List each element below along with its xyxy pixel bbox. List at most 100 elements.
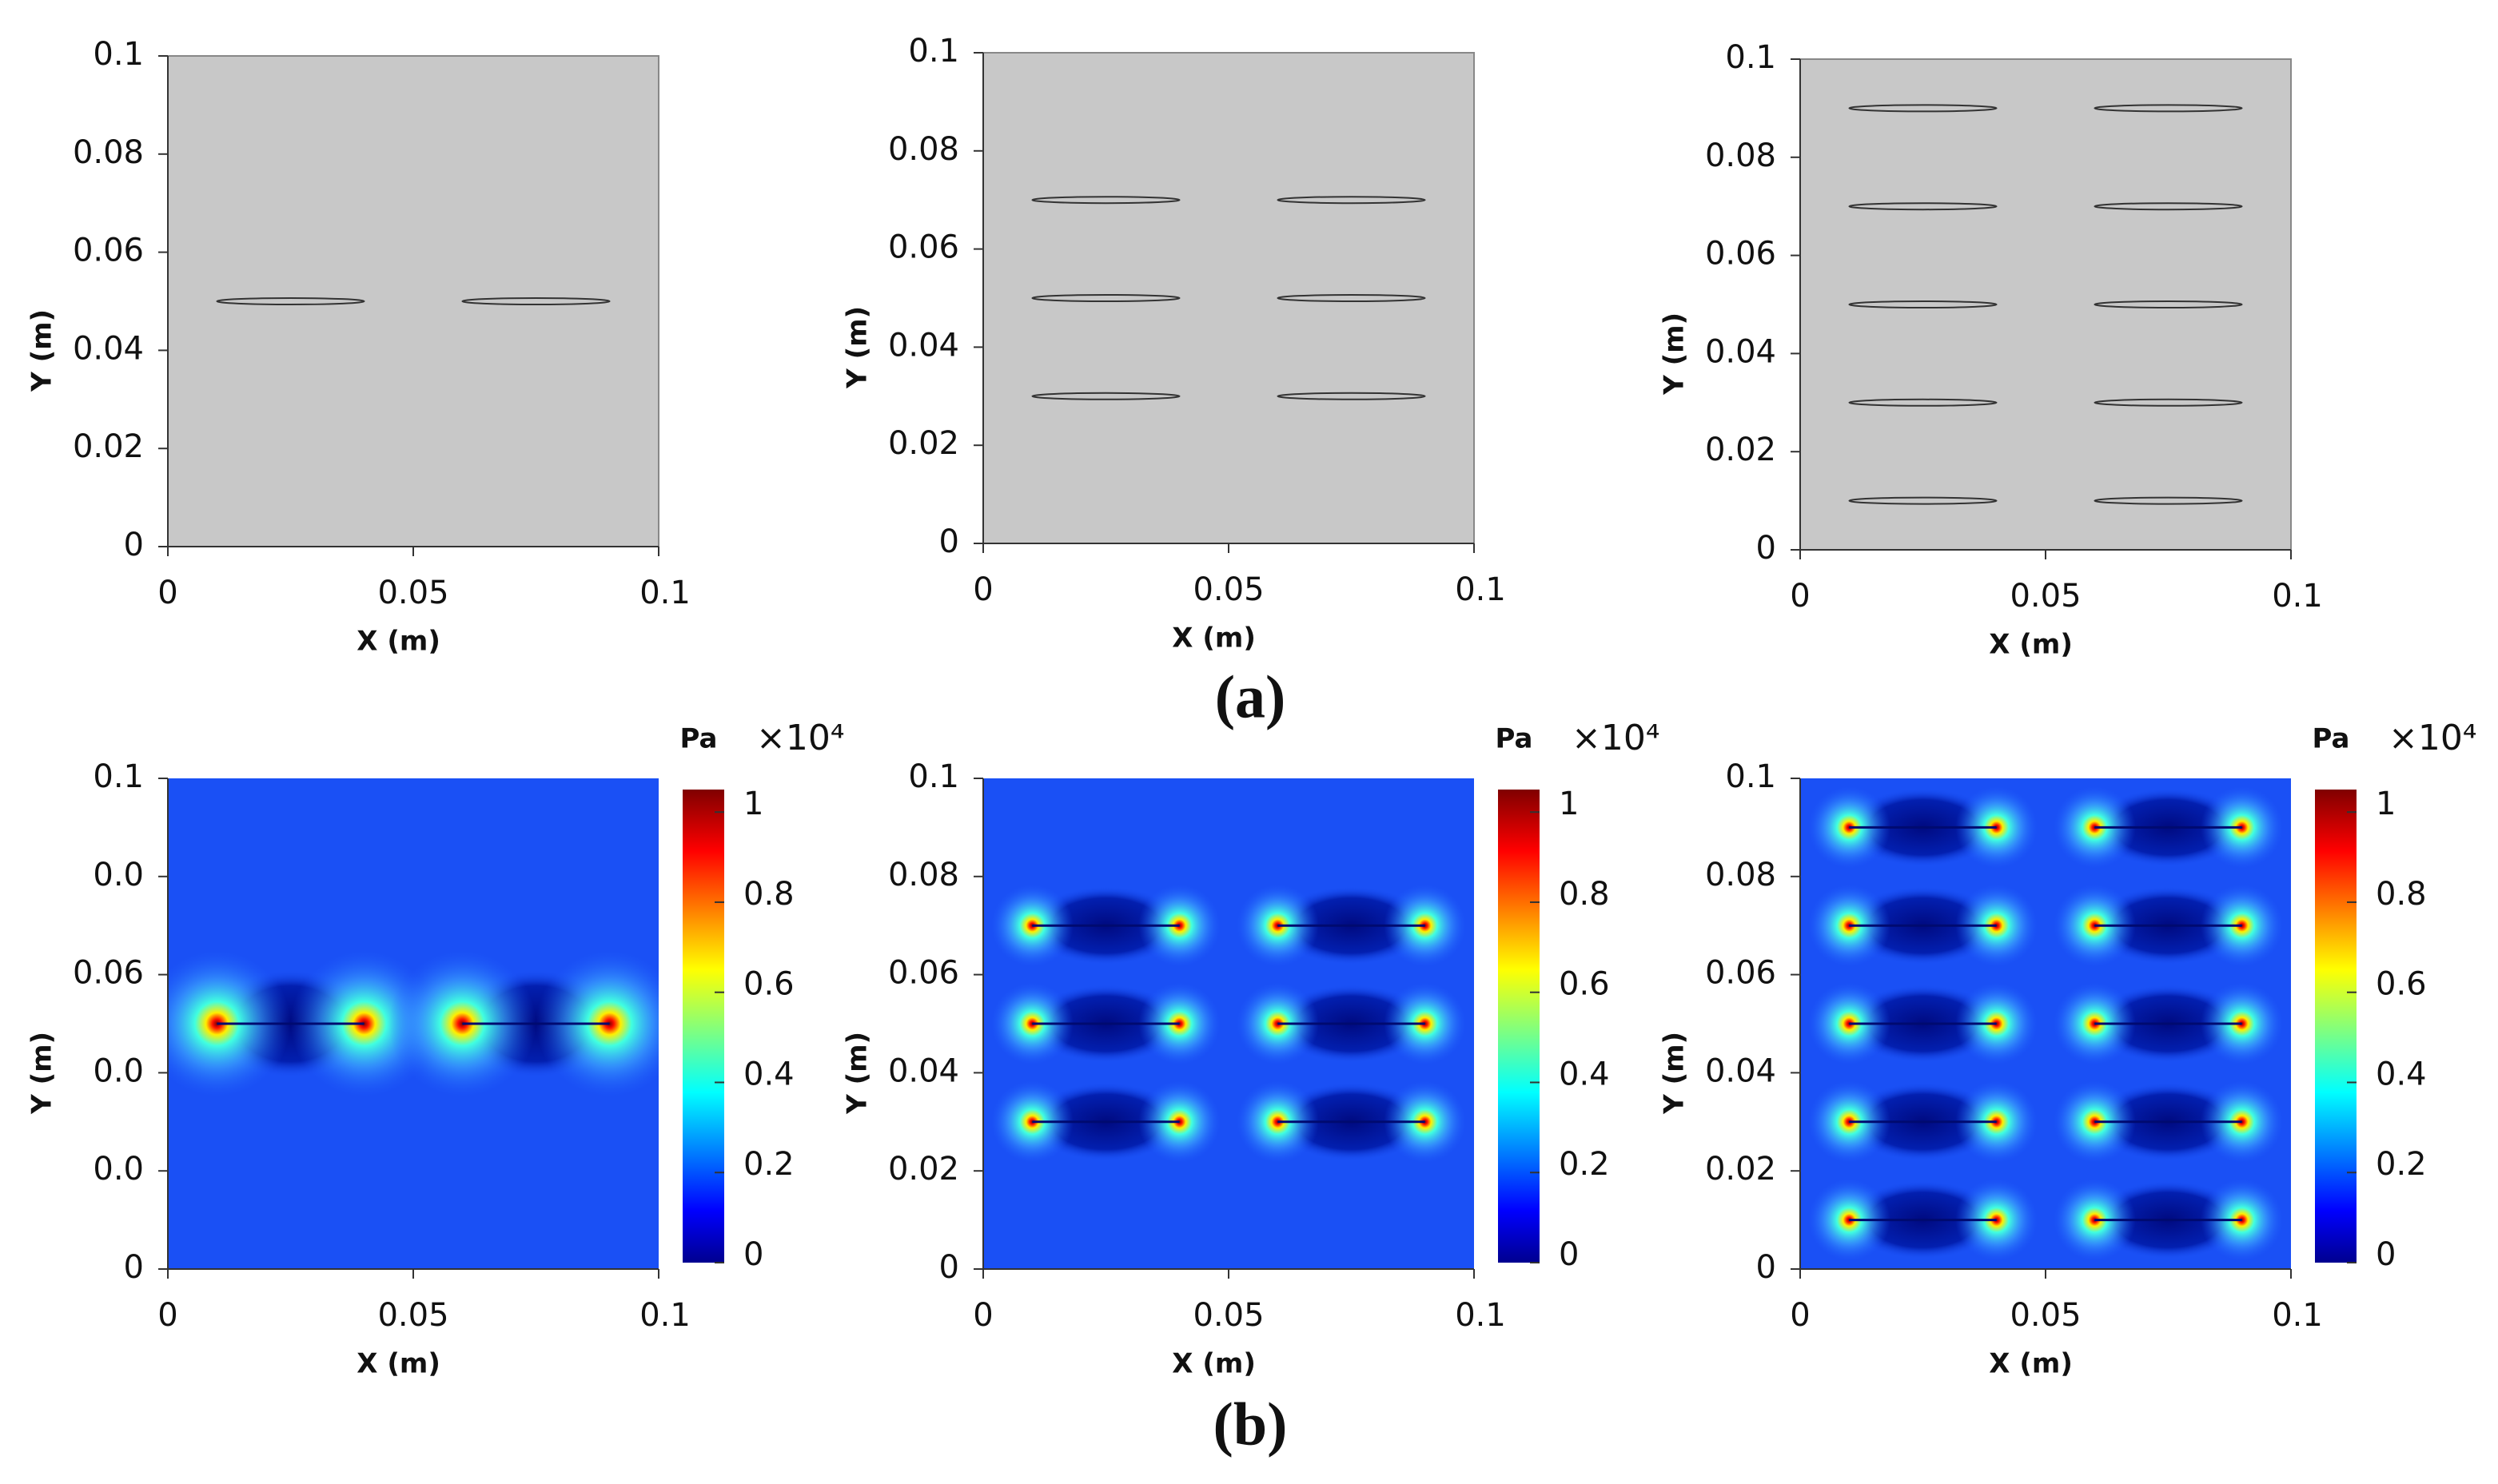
- colorbar-tick-label: 1: [743, 786, 763, 822]
- x-tick-label: 0.1: [2272, 1297, 2323, 1334]
- x-tick-label: 0.05: [2010, 578, 2081, 615]
- colorbar-tick-label: 0: [743, 1236, 763, 1273]
- colorbar-multiplier: ×10⁴: [1572, 718, 1660, 758]
- y-tick-label: 0.08: [1705, 857, 1776, 893]
- fracture: [216, 297, 365, 305]
- colorbar-label: Pa: [1496, 723, 1533, 755]
- fracture: [1277, 392, 1426, 400]
- y-tick-label: 0: [124, 527, 144, 563]
- fracture: [1031, 392, 1181, 400]
- x-axis-label: X (m): [357, 626, 440, 658]
- colorbar-tick-label: 0: [2376, 1236, 2396, 1273]
- plot-area: [982, 52, 1475, 544]
- fracture-tip: [1236, 982, 1319, 1065]
- x-axis-label: X (m): [1172, 1348, 1256, 1380]
- y-axis-label: Y (m): [1659, 312, 1691, 396]
- x-tick-label: 0.1: [1455, 571, 1506, 608]
- y-tick-label: 0.06: [1705, 236, 1776, 273]
- y-tick-label: 0: [1756, 1249, 1776, 1286]
- y-tick-label: 0.06: [888, 955, 959, 992]
- fracture: [2094, 300, 2243, 308]
- fracture-tip: [990, 884, 1074, 967]
- colorbar-tick-label: 0.6: [1559, 966, 1610, 1003]
- fracture: [1277, 196, 1426, 205]
- colorbar-tick-label: 0.6: [2376, 966, 2427, 1003]
- y-tick-label: 0.04: [888, 1052, 959, 1089]
- fracture: [2094, 104, 2243, 113]
- x-tick-label: 0: [157, 1297, 177, 1334]
- y-tick-label: 0.02: [73, 428, 144, 465]
- colorbar-label: Pa: [680, 723, 718, 755]
- field: [168, 949, 659, 1098]
- x-tick-label: 0.1: [2272, 578, 2323, 615]
- y-tick-label: 0.1: [1725, 39, 1776, 76]
- x-tick-label: 0.1: [639, 575, 691, 611]
- fracture: [1848, 300, 1998, 308]
- fracture: [1031, 196, 1181, 205]
- plot-area: [1799, 58, 2292, 551]
- colorbar-tick-label: 0.8: [743, 876, 795, 913]
- y-tick-label: 0.04: [73, 330, 144, 367]
- colorbar-tick-label: 0.8: [2376, 876, 2427, 913]
- y-axis-label: Y (m): [842, 1032, 874, 1115]
- y-tick-label: 0.1: [93, 758, 144, 795]
- fracture-tip: [1236, 884, 1319, 967]
- y-axis-label: Y (m): [26, 1032, 58, 1115]
- plot-area: [167, 55, 659, 547]
- fracture: [2094, 398, 2243, 407]
- y-tick-label: 0.06: [1705, 955, 1776, 992]
- y-tick-label: 0.1: [1725, 758, 1776, 795]
- fracture: [2094, 202, 2243, 211]
- y-tick-label: 0.1: [908, 33, 959, 70]
- colorbar-tick-label: 0.4: [2376, 1056, 2427, 1092]
- field: [1807, 786, 2284, 1262]
- fracture: [1031, 294, 1181, 302]
- field: [1031, 196, 1426, 400]
- colorbar-tick-label: 0.4: [1559, 1056, 1610, 1092]
- y-tick-label: 0.08: [73, 134, 144, 171]
- colorbar-tick-label: 1: [2376, 786, 2396, 822]
- y-axis-label: Y (m): [26, 309, 58, 392]
- y-tick-label: 0.1: [93, 36, 144, 73]
- x-axis-label: X (m): [1989, 1348, 2073, 1380]
- y-tick-label: 0.06: [73, 233, 144, 269]
- colorbar: [2315, 790, 2357, 1263]
- x-tick-label: 0.1: [1455, 1297, 1506, 1334]
- fracture-tip: [990, 982, 1074, 1065]
- y-tick-label: 0.0: [93, 857, 144, 893]
- y-tick-label: 0.04: [1705, 333, 1776, 370]
- y-tick-label: 0.08: [888, 857, 959, 893]
- panel-label: (b): [1213, 1391, 1288, 1458]
- fracture: [1277, 294, 1426, 302]
- y-tick-label: 0: [124, 1249, 144, 1286]
- fracture: [1848, 202, 1998, 211]
- y-axis-label: Y (m): [842, 306, 874, 389]
- fracture: [1848, 496, 1998, 505]
- y-tick-label: 0.0: [93, 1151, 144, 1188]
- colorbar: [683, 790, 724, 1263]
- y-tick-label: 0.08: [888, 131, 959, 168]
- colorbar-multiplier: ×10⁴: [756, 718, 845, 758]
- colorbar-tick-label: 1: [1559, 786, 1579, 822]
- colorbar-tick-label: 0.4: [743, 1056, 795, 1092]
- x-tick-label: 0.1: [639, 1297, 691, 1334]
- colorbar-tick-label: 0.8: [1559, 876, 1610, 913]
- fracture: [461, 297, 611, 305]
- y-tick-label: 0.06: [73, 955, 144, 992]
- x-axis-label: X (m): [1989, 629, 2073, 661]
- x-tick-label: 0.05: [377, 575, 448, 611]
- x-tick-label: 0.05: [1193, 1297, 1264, 1334]
- y-axis-label: Y (m): [1659, 1032, 1691, 1115]
- y-tick-label: 0.02: [888, 1151, 959, 1188]
- x-tick-label: 0.05: [2010, 1297, 2081, 1334]
- y-tick-label: 0: [939, 523, 959, 560]
- colorbar: [1498, 790, 1540, 1263]
- x-tick-label: 0: [1790, 1297, 1810, 1334]
- y-tick-label: 0.04: [1705, 1052, 1776, 1089]
- colorbar-multiplier: ×10⁴: [2388, 718, 2477, 758]
- fracture-tip: [1236, 1080, 1319, 1164]
- y-tick-label: 0.04: [888, 327, 959, 364]
- x-tick-label: 0.05: [1193, 571, 1264, 608]
- colorbar-tick-label: 0.6: [743, 966, 795, 1003]
- fracture: [2094, 496, 2243, 505]
